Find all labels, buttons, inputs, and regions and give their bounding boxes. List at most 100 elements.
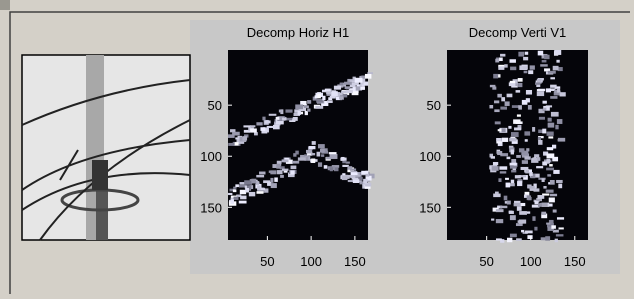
pixel [279, 110, 282, 113]
pixel [509, 138, 516, 142]
pixel [280, 175, 284, 178]
pixel [535, 82, 540, 84]
pixel [542, 101, 546, 104]
pixel [507, 238, 512, 242]
pixel [290, 170, 294, 174]
pixel [535, 174, 540, 178]
pixel [550, 77, 555, 79]
pixel [560, 92, 566, 96]
pixel [504, 196, 508, 201]
pixel [525, 139, 528, 142]
pixel [502, 128, 506, 132]
pixel [292, 161, 299, 164]
pixel [516, 155, 521, 158]
pixel [549, 198, 555, 203]
photo [22, 55, 190, 240]
pixel [277, 170, 283, 174]
y-tick-label: 150 [200, 200, 222, 215]
pixel [540, 64, 548, 66]
pixel [494, 109, 499, 112]
pixel [256, 191, 263, 194]
pixel [243, 125, 250, 127]
pixel [267, 126, 274, 128]
pixel [548, 136, 553, 138]
pixel [555, 239, 558, 243]
pixel [276, 164, 280, 169]
pixel [233, 189, 236, 192]
pixel [344, 82, 352, 85]
pixel [363, 179, 367, 184]
x-tick-label: 50 [479, 254, 493, 269]
pixel [542, 60, 547, 62]
pixel [525, 52, 529, 55]
pixel [495, 121, 501, 124]
pixel [315, 106, 323, 109]
pixel [516, 238, 522, 241]
pixel [324, 165, 328, 169]
pixel [500, 54, 505, 57]
pixel [550, 180, 555, 185]
pixel [551, 112, 559, 117]
pixel [497, 94, 502, 98]
pixel [519, 211, 527, 215]
pixel [513, 119, 520, 123]
pixel [496, 209, 504, 212]
pixel [500, 171, 506, 173]
pixel [489, 105, 493, 108]
pixel [269, 171, 276, 173]
pixel [546, 168, 554, 171]
pixel [511, 132, 519, 137]
pixel [524, 131, 530, 135]
pixel [523, 66, 527, 68]
pixel [306, 150, 312, 154]
pixel [327, 100, 333, 103]
pixel [235, 142, 239, 145]
pixel [507, 201, 511, 205]
pixel [500, 107, 507, 110]
pixel [346, 90, 353, 93]
pixel [517, 114, 521, 116]
pixel [365, 174, 369, 177]
pixel [538, 51, 543, 56]
pixel [517, 181, 522, 186]
pixel [546, 159, 550, 164]
pixel [341, 157, 344, 161]
pixel [307, 100, 311, 104]
pixel [492, 166, 499, 171]
pixel [542, 161, 547, 165]
pixel [330, 96, 336, 99]
pixel [232, 132, 240, 136]
pixel [546, 190, 554, 193]
pixel [510, 215, 516, 220]
pixel [548, 71, 556, 74]
pixel [493, 74, 498, 79]
pixel [307, 109, 310, 112]
pixel [532, 216, 535, 221]
pixel [230, 199, 233, 204]
pixel [511, 170, 516, 173]
pixel [516, 90, 521, 93]
pixel [240, 196, 246, 200]
image [228, 50, 368, 240]
pixel [518, 52, 524, 57]
page: Decomp Horiz H15010015050100150Decomp Ve… [0, 0, 634, 294]
pixel [507, 157, 511, 159]
y-tick-label: 50 [208, 98, 222, 113]
pixel [353, 179, 359, 183]
pixel [519, 148, 524, 152]
pixel [282, 169, 289, 171]
pixel [494, 100, 499, 103]
pixel [553, 170, 559, 174]
pixel [291, 166, 297, 170]
y-tick-label: 50 [427, 98, 441, 113]
pixel [557, 89, 560, 93]
pixel [348, 180, 353, 182]
pixel [557, 217, 564, 219]
pixel [251, 179, 256, 183]
pixel [548, 118, 552, 122]
pixel [511, 180, 514, 184]
figure-window: Decomp Horiz H15010015050100150Decomp Ve… [0, 0, 634, 294]
pixel [521, 167, 529, 170]
pixel [509, 211, 513, 214]
pixel [311, 158, 315, 162]
